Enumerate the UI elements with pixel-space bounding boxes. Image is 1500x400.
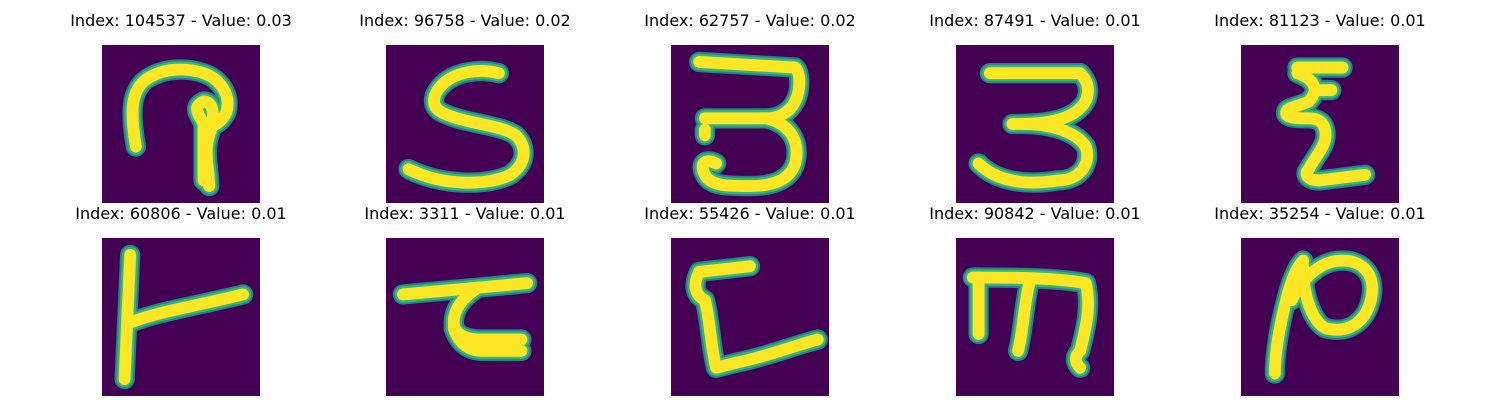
grid-panel-8: Index: 55426 - Value: 0.01	[630, 203, 870, 396]
panel-title: Index: 3311 - Value: 0.01	[364, 204, 566, 223]
character-image	[102, 238, 260, 396]
grid-panel-2: Index: 96758 - Value: 0.02	[345, 10, 585, 203]
panel-title: Index: 62757 - Value: 0.02	[644, 11, 856, 30]
character-image	[386, 238, 544, 396]
panel-title: Index: 87491 - Value: 0.01	[929, 11, 1141, 30]
panel-title: Index: 35254 - Value: 0.01	[1214, 204, 1426, 223]
character-image	[1241, 238, 1399, 396]
character-image	[102, 45, 260, 203]
grid-panel-6: Index: 60806 - Value: 0.01	[61, 203, 301, 396]
panel-title: Index: 55426 - Value: 0.01	[644, 204, 856, 223]
panel-title: Index: 81123 - Value: 0.01	[1214, 11, 1426, 30]
panel-title: Index: 60806 - Value: 0.01	[75, 204, 287, 223]
character-image	[956, 238, 1114, 396]
character-image	[386, 45, 544, 203]
grid-panel-10: Index: 35254 - Value: 0.01	[1200, 203, 1440, 396]
panel-title: Index: 96758 - Value: 0.02	[359, 11, 571, 30]
grid-panel-3: Index: 62757 - Value: 0.02	[630, 10, 870, 203]
grid-panel-5: Index: 81123 - Value: 0.01	[1200, 10, 1440, 203]
grid-panel-1: Index: 104537 - Value: 0.03	[61, 10, 301, 203]
character-image	[671, 45, 829, 203]
character-image	[956, 45, 1114, 203]
panel-title: Index: 90842 - Value: 0.01	[929, 204, 1141, 223]
character-image	[1241, 45, 1399, 203]
character-image	[671, 238, 829, 396]
grid-panel-7: Index: 3311 - Value: 0.01	[345, 203, 585, 396]
panel-title: Index: 104537 - Value: 0.03	[70, 11, 292, 30]
grid-panel-4: Index: 87491 - Value: 0.01	[915, 10, 1155, 203]
grid-panel-9: Index: 90842 - Value: 0.01	[915, 203, 1155, 396]
